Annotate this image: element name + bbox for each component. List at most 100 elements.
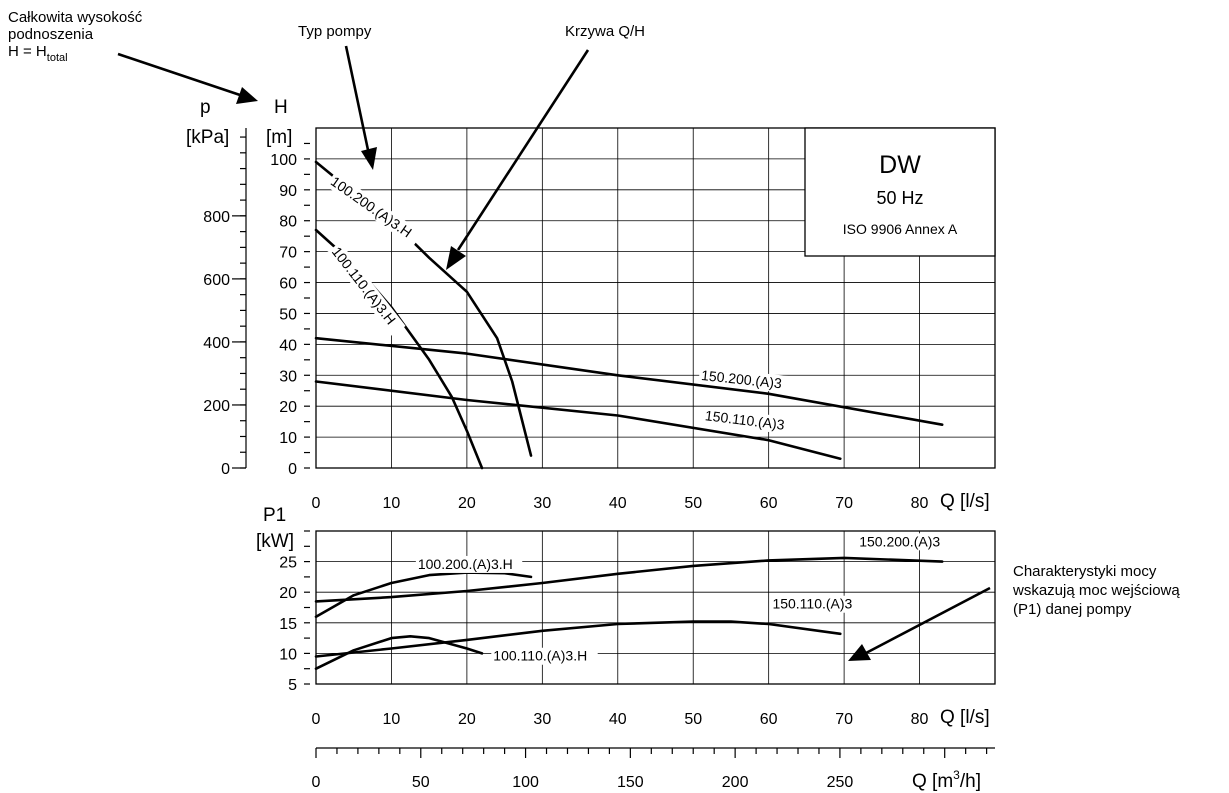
series-label-150-110-top-bg <box>702 406 795 435</box>
q-tick-label-top: 80 <box>911 495 929 512</box>
h-tick-label: 50 <box>279 306 297 323</box>
h-tick-label: 90 <box>279 183 297 200</box>
h-tick-label: 20 <box>279 399 297 416</box>
series-label-150-110-bottom: 150.110.(A)3 <box>772 596 852 612</box>
qh-curve-arrow-line <box>456 49 590 251</box>
q-tick-label-top: 70 <box>835 495 853 512</box>
head-arrow-line <box>117 52 241 97</box>
info-frequency: 50 Hz <box>876 188 923 208</box>
series-label-150-200-top-group: 150.200.(A)3 <box>698 366 791 394</box>
h-tick-label: 100 <box>270 152 297 169</box>
q-tick-label-bottom: 70 <box>835 711 853 728</box>
series-label-100-110-top: 100.110.(A)3.H <box>329 244 399 328</box>
h-axis-unit: [m] <box>266 127 292 148</box>
series-label-150-110-bottom-bg <box>770 595 862 613</box>
power-plot-frame <box>315 530 996 685</box>
info-standard: ISO 9906 Annex A <box>843 221 958 237</box>
q-tick-label-bottom: 80 <box>911 711 929 728</box>
p1-tick-label: 15 <box>279 616 297 633</box>
m3h-tick-label: 50 <box>412 774 430 791</box>
p1-tick-label: 5 <box>288 677 297 694</box>
series-label-150-200-bottom: 150.200.(A)3 <box>859 533 940 549</box>
power-annotation-line1: Charakterystyki mocy <box>1013 563 1157 580</box>
q-tick-label-top: 30 <box>533 495 551 512</box>
m3h-tick-label: 0 <box>312 774 321 791</box>
power-curve-150-200-a-3 <box>314 556 944 603</box>
p1-axis-symbol: P1 <box>263 505 286 526</box>
h-tick-label: 70 <box>279 245 297 262</box>
power-annotation-line2: wskazują moc wejściową <box>1012 582 1180 599</box>
qh-curve-arrow-head <box>446 246 466 270</box>
power-arrow-line <box>865 586 991 655</box>
p1-tick-label: 10 <box>279 646 297 663</box>
series-label-100-200-top-group: 100.200.(A)3.H <box>325 171 423 247</box>
q-tick-label-bottom: 0 <box>312 711 321 728</box>
q-tick-label-top: 50 <box>684 495 702 512</box>
pump-type-annotation: Typ pompy <box>298 23 372 40</box>
q-m3h-axis-label: Q [m3/h] <box>912 768 981 792</box>
h-tick-label: 40 <box>279 337 297 354</box>
q-tick-label-top: 20 <box>458 495 476 512</box>
q-axis-label-top: Q [l/s] <box>940 491 990 512</box>
h-tick-label: 80 <box>279 214 297 231</box>
series-label-100-110-top-group: 100.110.(A)3.H <box>326 242 406 337</box>
q-tick-label-bottom: 30 <box>533 711 551 728</box>
q-tick-label-top: 40 <box>609 495 627 512</box>
series-label-100-200-top: 100.200.(A)3.H <box>328 173 415 241</box>
power-curve-100-200-a-3-h <box>314 571 533 618</box>
qh-curve-100-200-a-3-h <box>314 160 533 457</box>
p-tick-label: 800 <box>203 209 230 226</box>
power-curve-150-110-a-3 <box>314 620 842 658</box>
series-label-100-200-bottom-group: 100.200.(A)3.H <box>415 555 523 573</box>
m3h-tick-label: 150 <box>617 774 644 791</box>
series-label-100-110-bottom-bg <box>491 647 598 665</box>
power-grid <box>304 530 996 685</box>
head-annotation-line2: podnoszenia <box>8 26 94 43</box>
p-axis-unit: [kPa] <box>186 127 229 148</box>
p-axis-symbol: p <box>200 97 211 118</box>
series-label-150-110-bottom-group: 150.110.(A)3 <box>770 595 862 613</box>
series-label-150-200-bottom-group: 150.200.(A)3 <box>857 533 949 551</box>
q-tick-label-top: 60 <box>760 495 778 512</box>
power-arrow-head <box>848 644 871 661</box>
p-tick-label: 200 <box>203 398 230 415</box>
m3h-tick-label: 100 <box>512 774 539 791</box>
pump-type-arrow-head <box>361 147 377 170</box>
q-tick-label-bottom: 50 <box>684 711 702 728</box>
series-label-100-200-bottom: 100.200.(A)3.H <box>418 556 513 572</box>
qh-curve-150-110-a-3 <box>314 380 842 460</box>
qh-curve-annotation: Krzywa Q/H <box>565 23 645 40</box>
power-curves: 100.200.(A)3.H 100.110.(A)3.H 150.200.(A)3… <box>314 533 949 670</box>
q-tick-label-bottom: 40 <box>609 711 627 728</box>
q-tick-label-bottom: 60 <box>760 711 778 728</box>
series-label-150-200-bottom-bg <box>857 533 949 551</box>
info-title: DW <box>879 151 921 179</box>
m3h-tick-label: 200 <box>722 774 749 791</box>
p-tick-label: 600 <box>203 272 230 289</box>
m3h-tick-label: 250 <box>827 774 854 791</box>
q-tick-label-top: 10 <box>383 495 401 512</box>
series-label-100-200-bottom-bg <box>415 555 523 573</box>
power-curve-100-110-a-3-h <box>314 635 484 670</box>
series-label-100-110-top-bg <box>326 242 406 337</box>
h-tick-label: 10 <box>279 430 297 447</box>
head-arrow-head <box>236 87 258 104</box>
flow-m3h-axis: 0 50 100 150 200 250 <box>312 747 995 791</box>
h-tick-label: 30 <box>279 368 297 385</box>
power-annotation-line3: (P1) danej pompy <box>1013 601 1132 618</box>
series-label-100-110-bottom-group: 100.110.(A)3.H <box>491 647 598 665</box>
q-axis-label-bottom: Q [l/s] <box>940 707 990 728</box>
p1-tick-label: 25 <box>279 555 297 572</box>
h-tick-label: 60 <box>279 276 297 293</box>
q-tick-label-bottom: 10 <box>383 711 401 728</box>
head-annotation-line3: H = Htotal <box>8 43 68 64</box>
q-tick-label-bottom: 20 <box>458 711 476 728</box>
series-label-100-200-top-bg <box>325 171 423 247</box>
head-annotation-line1: Całkowita wysokość <box>8 9 143 26</box>
h-tick-label: 0 <box>288 461 297 478</box>
qh-grid <box>232 127 996 469</box>
p1-tick-label: 20 <box>279 585 297 602</box>
pump-type-arrow-line <box>344 45 370 151</box>
info-box <box>804 127 996 257</box>
